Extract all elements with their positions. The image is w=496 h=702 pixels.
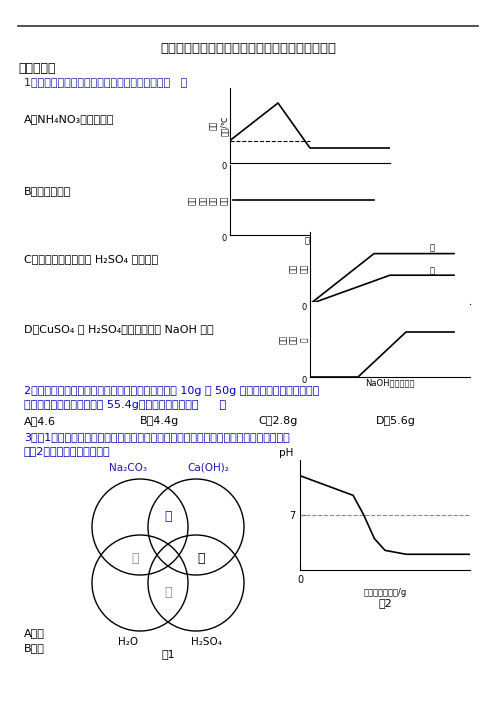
Y-axis label: 溢液
温度/℃: 溢液 温度/℃ [209, 115, 229, 135]
Text: 丁: 丁 [197, 552, 205, 566]
Text: 1．下列曲线能正确表达对应的反应或过程的是［   ］: 1．下列曲线能正确表达对应的反应或过程的是［ ］ [24, 77, 187, 87]
Text: H₂O: H₂O [118, 637, 138, 647]
Text: 铁: 铁 [430, 267, 435, 276]
Text: D．CuSO₄ 和 H₂SO₄混合液中加入 NaOH 溶液: D．CuSO₄ 和 H₂SO₄混合液中加入 NaOH 溶液 [24, 324, 214, 334]
Text: 2．用含杂质（杂质不与酸反应，也不溶于水）的铁 10g 与 50g 稀硫酸恰好完全反应后，滤: 2．用含杂质（杂质不与酸反应，也不溶于水）的铁 10g 与 50g 稀硫酸恰好完… [24, 386, 319, 396]
Text: B．锻烧石灰石: B．锻烧石灰石 [24, 186, 71, 196]
Text: 去杂质，所得溶液的质量为 55.4g，则杂质的质量为（      ）: 去杂质，所得溶液的质量为 55.4g，则杂质的质量为（ ） [24, 400, 226, 410]
Text: A．NH₄NO₃固体溶于水: A．NH₄NO₃固体溶于水 [24, 114, 115, 124]
Text: 3．图1中甲、乙、丙、丁表示相邻两物质相互混合过程中溶液酸碱度的变化，其中可能符: 3．图1中甲、乙、丙、丁表示相邻两物质相互混合过程中溶液酸碱度的变化，其中可能符 [24, 432, 290, 442]
Text: 0: 0 [222, 162, 227, 171]
Text: B．4.4g: B．4.4g [140, 416, 179, 426]
Text: 甲: 甲 [164, 510, 172, 524]
Text: 合图2所示变化关系的是（）: 合图2所示变化关系的是（） [24, 446, 111, 456]
X-axis label: NaOH溶液的质量: NaOH溶液的质量 [365, 378, 415, 388]
Text: A．4.6: A．4.6 [24, 416, 56, 426]
Y-axis label: pH: pH [279, 448, 294, 458]
Text: 0: 0 [222, 234, 227, 243]
Text: A．甲: A．甲 [24, 628, 45, 638]
Text: Na₂CO₃: Na₂CO₃ [109, 463, 147, 473]
Text: C．2.8g: C．2.8g [258, 416, 298, 426]
Text: 图2: 图2 [378, 598, 392, 608]
X-axis label: 金属质量: 金属质量 [380, 305, 400, 314]
Text: D．5.6g: D．5.6g [376, 416, 416, 426]
Text: 图1: 图1 [161, 649, 175, 659]
Y-axis label: 固体
中馒
元素
质量: 固体 中馒 元素 质量 [188, 195, 229, 204]
Text: 0: 0 [302, 303, 307, 312]
Y-axis label: 气体
质量: 气体 质量 [289, 263, 309, 272]
Text: 锤: 锤 [430, 244, 435, 253]
Text: 深圳大鹏布新学校初中部中考化学二模试卷解析版: 深圳大鹏布新学校初中部中考化学二模试卷解析版 [160, 42, 336, 55]
Y-axis label: 沉淠
的质
量: 沉淠 的质 量 [279, 335, 309, 344]
Text: B．乙: B．乙 [24, 643, 45, 653]
Text: 乙: 乙 [131, 552, 139, 566]
Text: 0: 0 [302, 376, 307, 385]
Text: Ca(OH)₂: Ca(OH)₂ [187, 463, 229, 473]
Text: H₂SO₄: H₂SO₄ [190, 637, 222, 647]
Text: 一、选择题: 一、选择题 [18, 62, 56, 75]
Text: 丙: 丙 [164, 586, 172, 600]
X-axis label: 时间: 时间 [305, 237, 315, 246]
X-axis label: 加入模质的质量/g: 加入模质的质量/g [364, 588, 407, 597]
X-axis label: 时间: 时间 [305, 164, 315, 173]
Text: C．等质量等浓度的稀 H₂SO₄ 加入金属: C．等质量等浓度的稀 H₂SO₄ 加入金属 [24, 254, 158, 264]
